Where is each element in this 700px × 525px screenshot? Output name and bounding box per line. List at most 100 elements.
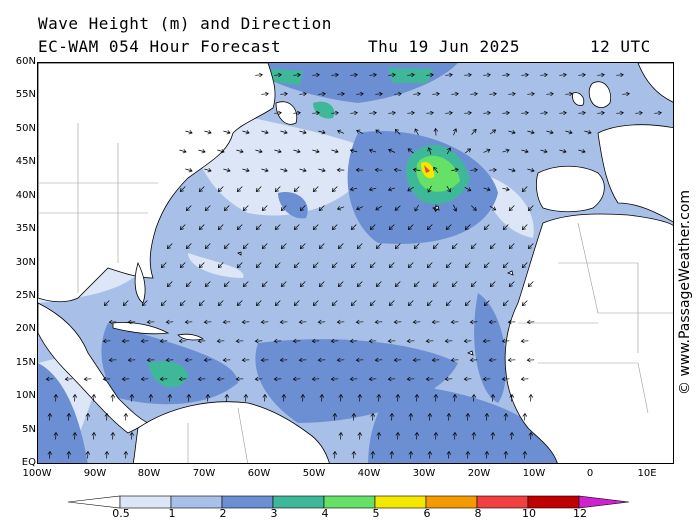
africa bbox=[504, 213, 673, 463]
wave-arrow-head bbox=[312, 187, 317, 192]
wave-arrow-head bbox=[387, 338, 392, 344]
wave-arrow-head bbox=[198, 301, 203, 306]
wave-arrow-head bbox=[296, 148, 301, 154]
wave-arrow-head bbox=[299, 282, 304, 287]
wave-arrow-head bbox=[486, 148, 491, 153]
wave-arrow-head bbox=[408, 412, 414, 417]
wave-arrow-head bbox=[527, 282, 532, 287]
wave-arrow-shaft bbox=[503, 262, 509, 268]
wave-arrow-shaft bbox=[509, 205, 515, 211]
wave-arrow-shaft bbox=[559, 74, 567, 76]
wave-arrow-head bbox=[445, 225, 450, 230]
wave-arrow-head bbox=[395, 431, 401, 436]
wave-arrow-head bbox=[444, 338, 449, 344]
wave-arrow-head bbox=[448, 72, 453, 78]
wave-arrow-head bbox=[543, 110, 548, 116]
wave-arrow-head bbox=[410, 72, 415, 78]
wave-arrow-shaft bbox=[654, 112, 662, 114]
wave-arrow-head bbox=[493, 167, 497, 173]
wave-arrow-head bbox=[444, 376, 449, 382]
lat-tick-label: 15N bbox=[15, 357, 36, 368]
wave-arrow-shaft bbox=[274, 74, 282, 76]
wave-arrow-shaft bbox=[446, 185, 451, 193]
wave-arrow-head bbox=[222, 319, 227, 325]
wave-arrow-head bbox=[600, 72, 605, 78]
wave-arrow-head bbox=[372, 110, 377, 116]
wave-arrow-head bbox=[427, 188, 432, 193]
wave-arrow-shaft bbox=[319, 281, 325, 287]
map-title: Wave Height (m) and Direction bbox=[38, 14, 332, 33]
wave-arrow-head bbox=[454, 167, 459, 173]
wave-arrow-head bbox=[121, 338, 126, 344]
wave-arrow-shaft bbox=[527, 168, 535, 172]
wave-arrow-head bbox=[427, 450, 433, 455]
wave-arrow-head bbox=[182, 148, 187, 154]
island bbox=[507, 270, 514, 276]
sea-zone-red bbox=[424, 165, 430, 173]
wave-arrow-shaft bbox=[446, 147, 451, 155]
wave-arrow-head bbox=[198, 263, 203, 268]
wave-arrow-head bbox=[102, 376, 107, 382]
wave-arrow-head bbox=[524, 110, 529, 116]
wave-arrow-head bbox=[453, 207, 458, 212]
wave-arrow-head bbox=[491, 129, 497, 134]
wave-arrow-head bbox=[372, 72, 377, 78]
lat-tick-label: 5N bbox=[22, 424, 36, 435]
wave-arrow-head bbox=[501, 376, 506, 382]
wave-arrow-head bbox=[178, 338, 183, 344]
wave-arrow-head bbox=[336, 167, 341, 173]
wave-arrow-shaft bbox=[318, 93, 326, 95]
wave-arrow-shaft bbox=[375, 93, 383, 95]
wave-arrow-shaft bbox=[280, 168, 288, 172]
wave-arrow-shaft bbox=[426, 74, 434, 76]
wave-arrow-head bbox=[429, 72, 434, 78]
wave-map[interactable] bbox=[37, 62, 674, 464]
wave-arrow-shaft bbox=[313, 186, 319, 192]
lon-tick-label: 70W bbox=[192, 468, 216, 479]
wave-arrow-shaft bbox=[540, 149, 548, 153]
wave-arrow-head bbox=[450, 319, 455, 325]
wave-arrow-head bbox=[186, 393, 192, 398]
wave-arrow-shaft bbox=[616, 112, 624, 114]
wave-arrow-head bbox=[53, 393, 59, 398]
wave-arrow-head bbox=[217, 301, 222, 306]
wave-arrow-head bbox=[336, 206, 342, 211]
colorbar-label: 6 bbox=[423, 507, 431, 520]
wave-arrow-head bbox=[619, 72, 624, 78]
wave-arrow-head bbox=[482, 338, 487, 344]
wave-arrow-shaft bbox=[255, 149, 263, 153]
wave-arrow-head bbox=[129, 431, 135, 436]
wave-arrow-head bbox=[505, 72, 510, 78]
lon-tick-label: 60W bbox=[247, 468, 271, 479]
wave-arrow-shaft bbox=[471, 205, 477, 211]
wave-arrow-head bbox=[374, 319, 379, 325]
wave-arrow-head bbox=[318, 244, 323, 249]
wave-arrow-head bbox=[524, 148, 529, 154]
wave-arrow-shaft bbox=[559, 149, 567, 153]
wave-arrow-head bbox=[242, 206, 247, 211]
wave-arrow-head bbox=[331, 187, 336, 192]
wave-arrow-shaft bbox=[369, 149, 377, 153]
wave-arrow-head bbox=[433, 166, 438, 171]
wave-arrow-head bbox=[451, 244, 456, 249]
wave-arrow-head bbox=[350, 225, 355, 230]
wave-arrow-head bbox=[223, 206, 228, 211]
wave-arrow-shaft bbox=[502, 112, 510, 114]
wave-arrow-shaft bbox=[546, 93, 554, 95]
wave-arrow-head bbox=[530, 91, 535, 97]
wave-arrow-head bbox=[376, 431, 382, 436]
wave-arrow-shaft bbox=[350, 112, 358, 114]
wave-arrow-head bbox=[509, 431, 515, 436]
wave-arrow-head bbox=[507, 357, 512, 363]
wave-arrow-shaft bbox=[294, 186, 300, 192]
wave-arrow-head bbox=[264, 167, 269, 173]
wave-arrow-head bbox=[388, 301, 393, 306]
wave-arrow-shaft bbox=[471, 129, 477, 135]
wave-arrow-shaft bbox=[559, 112, 567, 114]
wave-arrow-head bbox=[521, 263, 526, 268]
wave-arrow-shaft bbox=[522, 300, 528, 306]
wave-arrow-shaft bbox=[217, 149, 225, 153]
wave-arrow-head bbox=[488, 357, 493, 363]
wave-arrow-head bbox=[274, 225, 279, 230]
wave-arrow-head bbox=[336, 357, 341, 363]
